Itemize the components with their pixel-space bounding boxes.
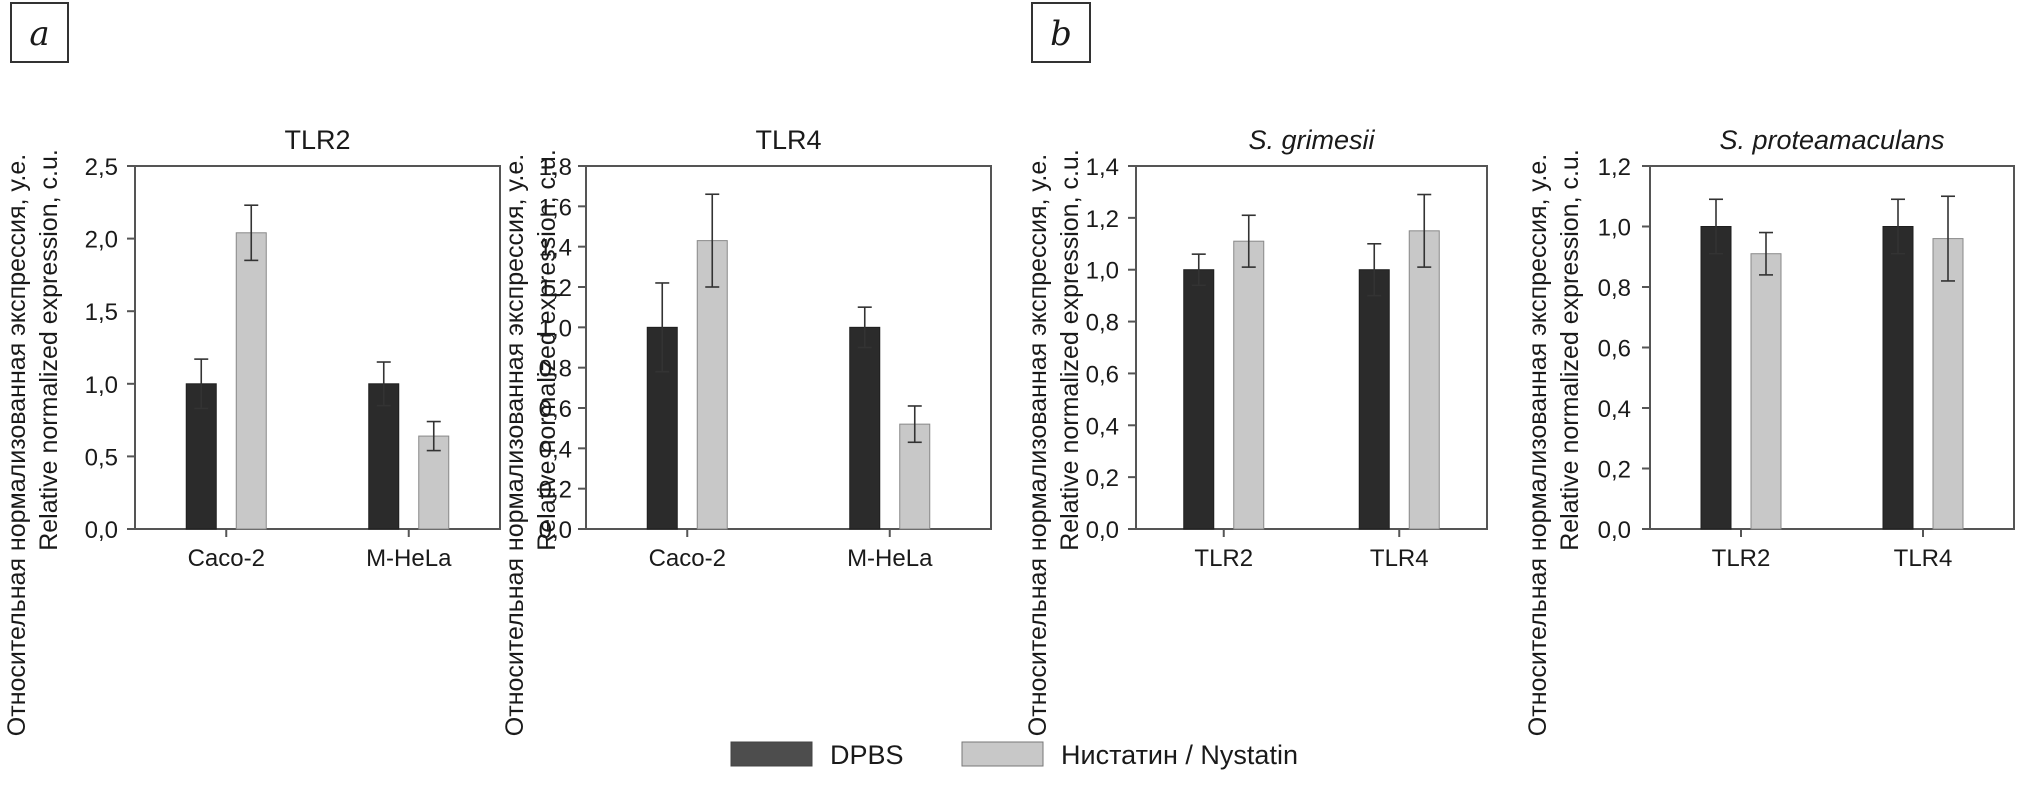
chart-title: TLR2	[284, 125, 350, 155]
y-tick-label: 0,2	[1086, 465, 1119, 492]
x-tick-label: TLR4	[1370, 545, 1429, 572]
y-tick-label: 1,0	[85, 372, 118, 399]
y-tick-label: 1,0	[1598, 215, 1631, 242]
chart-tlr2: 0,0 0,5 1,0 1,5 2,0 2,5 Относительная нормализ…	[3, 125, 501, 736]
legend-label-nystatin: Нистатин / Nystatin	[1061, 740, 1298, 770]
y-axis-label-ru: Относительная нормализованная экспрессия…	[1024, 154, 1052, 736]
legend: DPBS Нистатин / Nystatin	[730, 740, 1298, 770]
x-tick-label: Caco-2	[649, 545, 726, 572]
y-axis-label-ru: Относительная нормализованная экспрессия…	[501, 154, 529, 736]
y-tick-label: 0,0	[1598, 517, 1631, 544]
panel-label-a: a	[10, 2, 69, 63]
y-axis-label-ru: Относительная нормализованная экспрессия…	[1524, 154, 1552, 736]
bar-dpbs	[1882, 226, 1914, 530]
y-tick-label: 0,6	[1086, 361, 1119, 388]
bar-dpbs	[1700, 226, 1732, 530]
chart-s-proteamaculans: 0,0 0,2 0,4 0,6 0,8 1,0 1,2 Относительная норма…	[1524, 125, 2015, 736]
y-tick-label: 1,0	[539, 315, 572, 342]
legend-swatch-dpbs	[730, 741, 813, 767]
y-tick-label: 2,0	[85, 227, 118, 254]
y-tick-label: 0,8	[1598, 275, 1631, 302]
y-tick-label: 0,8	[539, 356, 572, 383]
y-tick-label: 0,4	[1086, 413, 1119, 440]
x-tick-label: TLR2	[1712, 545, 1771, 572]
chart-title: S. grimesii	[1248, 125, 1375, 155]
bar-nystatin	[696, 240, 728, 530]
y-tick-label: 1,2	[1086, 206, 1119, 233]
y-tick-label: 1,0	[1086, 258, 1119, 285]
y-axis-label-en: Relative normalized expression, c.u.	[1056, 149, 1084, 551]
plot-frame	[134, 165, 501, 530]
panel-letter-b: b	[1050, 14, 1072, 54]
y-tick-label: 0,2	[539, 477, 572, 504]
chart-s-grimesii: 0,0 0,2 0,4 0,6 0,8 1,0 1,2 1,4 Относительная но…	[1024, 125, 1488, 736]
chart-tlr4: 0,0 0,2 0,4 0,6 0,8 1,0 1,2 1,4 1,6 1,8 Относитель…	[501, 125, 992, 736]
legend-label-dpbs: DPBS	[830, 740, 904, 770]
y-tick-label: 1,8	[539, 154, 572, 181]
y-tick-label: 1,5	[85, 299, 118, 326]
y-axis-label-en: Relative normalized expression, c.u.	[35, 149, 63, 551]
y-tick-label: 1,6	[539, 194, 572, 221]
panel-letter-a: a	[29, 14, 49, 54]
x-tick-label: M-HeLa	[366, 545, 452, 572]
bar-dpbs	[1183, 269, 1215, 530]
plot-frame	[585, 165, 992, 530]
bar-dpbs	[1358, 269, 1390, 530]
y-tick-label: 1,4	[1086, 154, 1119, 181]
legend-swatch-nystatin	[961, 741, 1044, 767]
x-tick-label: M-HeLa	[847, 545, 933, 572]
y-tick-label: 0,4	[539, 436, 572, 463]
y-tick-label: 0,4	[1598, 396, 1631, 423]
y-tick-label: 0,0	[1086, 517, 1119, 544]
bar-nystatin	[1408, 230, 1440, 530]
y-tick-label: 2,5	[85, 154, 118, 181]
y-tick-label: 0,5	[85, 444, 118, 471]
y-axis-label-ru: Относительная нормализованная экспрессия…	[3, 154, 31, 736]
plot-frame	[1135, 165, 1488, 530]
bar-nystatin	[235, 232, 267, 530]
y-tick-label: 0,6	[1598, 336, 1631, 363]
y-tick-label: 1,2	[1598, 154, 1631, 181]
x-tick-label: TLR4	[1894, 545, 1953, 572]
bar-nystatin	[1932, 238, 1964, 530]
y-tick-label: 0,6	[539, 396, 572, 423]
bar-dpbs	[849, 326, 881, 530]
panel-label-b: b	[1031, 2, 1091, 63]
x-tick-label: TLR2	[1194, 545, 1253, 572]
y-tick-label: 1,2	[539, 275, 572, 302]
chart-title: TLR4	[755, 125, 821, 155]
bar-nystatin	[1750, 253, 1782, 530]
y-tick-label: 0,0	[85, 517, 118, 544]
y-axis-label-en: Relative normalized expression, c.u.	[533, 149, 561, 551]
chart-title: S. proteamaculans	[1719, 125, 1944, 155]
y-axis-label-en: Relative normalized expression, c.u.	[1556, 149, 1584, 551]
y-tick-label: 1,4	[539, 235, 572, 262]
x-tick-label: Caco-2	[188, 545, 265, 572]
y-tick-label: 0,8	[1086, 310, 1119, 337]
y-tick-label: 0,2	[1598, 457, 1631, 484]
y-tick-label: 0,0	[539, 517, 572, 544]
bar-nystatin	[1233, 240, 1265, 530]
